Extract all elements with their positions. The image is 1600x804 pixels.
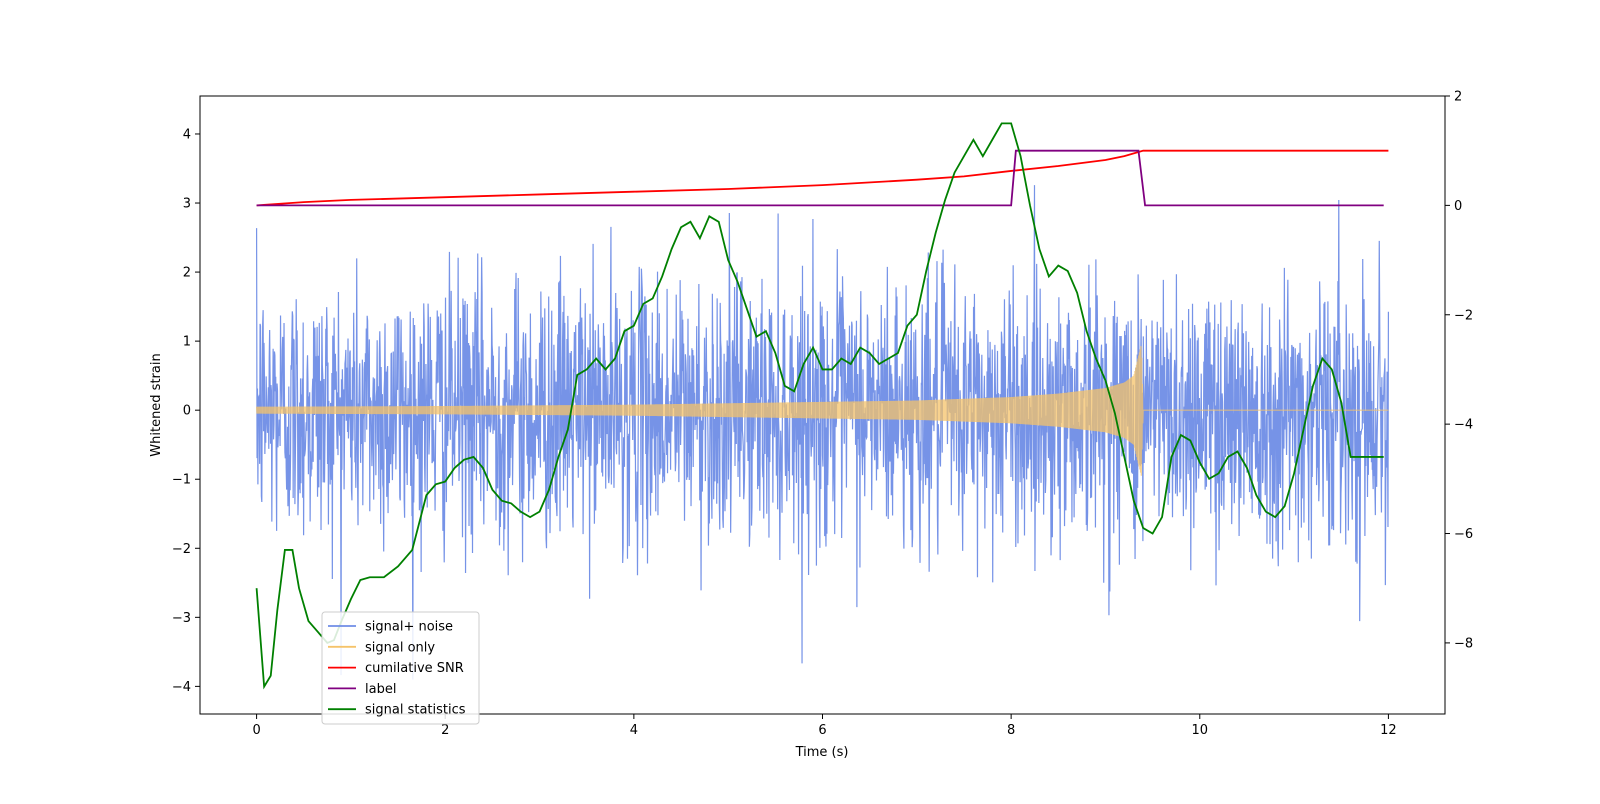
y-tick-label: −2 [172, 542, 191, 557]
legend-box [321, 611, 480, 725]
noise-line [255, 185, 1390, 680]
x-tick-label: 10 [1191, 723, 1208, 738]
y-tick-label: 1 [183, 335, 191, 350]
legend-label: signal+ noise [365, 620, 453, 635]
x-tick-label: 8 [1007, 723, 1015, 738]
chirp-series [255, 346, 1389, 476]
y2-tick-label: −8 [1454, 636, 1473, 651]
y-tick-label: −1 [172, 473, 191, 488]
y2-tick-label: 2 [1454, 90, 1462, 105]
x-tick-label: 2 [441, 723, 449, 738]
y-tick-label: −4 [172, 680, 191, 695]
x-tick-label: 0 [252, 723, 260, 738]
series-line-2 [255, 122, 1384, 690]
legend-label: cumilative SNR [365, 661, 464, 676]
y2-tick-label: 0 [1454, 199, 1462, 214]
y-tick-label: 3 [183, 197, 191, 212]
legend-label: signal only [365, 640, 435, 655]
legend: signal+ noise signal only cumilative SNR la… [321, 611, 480, 725]
y-tick-label: −3 [172, 611, 191, 626]
y-tick-label: 0 [183, 404, 191, 419]
y-axis-ticks: −4 −3 −2 −1 0 1 2 3 4 [172, 127, 200, 695]
y-tick-label: 4 [183, 127, 191, 142]
chirp-line [255, 346, 1389, 476]
series-line-0 [256, 149, 1389, 207]
x-axis-label: Time (s) [795, 745, 849, 760]
x-tick-label: 12 [1380, 723, 1397, 738]
x-tick-label: 6 [818, 723, 826, 738]
y2-axis-ticks: −8 −6 −4 −2 0 2 [1445, 90, 1473, 651]
y2-tick-label: −2 [1454, 308, 1473, 323]
y-tick-label: 2 [183, 266, 191, 281]
series-line-1 [256, 149, 1384, 207]
line-series [255, 122, 1389, 690]
y-axis-label: Whitened strain [149, 353, 164, 456]
y2-tick-label: −6 [1454, 527, 1473, 542]
plot-area [255, 122, 1390, 690]
x-tick-label: 4 [630, 723, 638, 738]
noise-series [255, 185, 1390, 680]
y2-tick-label: −4 [1454, 418, 1473, 433]
legend-label: label [365, 682, 396, 697]
legend-label: signal statistics [365, 703, 466, 718]
